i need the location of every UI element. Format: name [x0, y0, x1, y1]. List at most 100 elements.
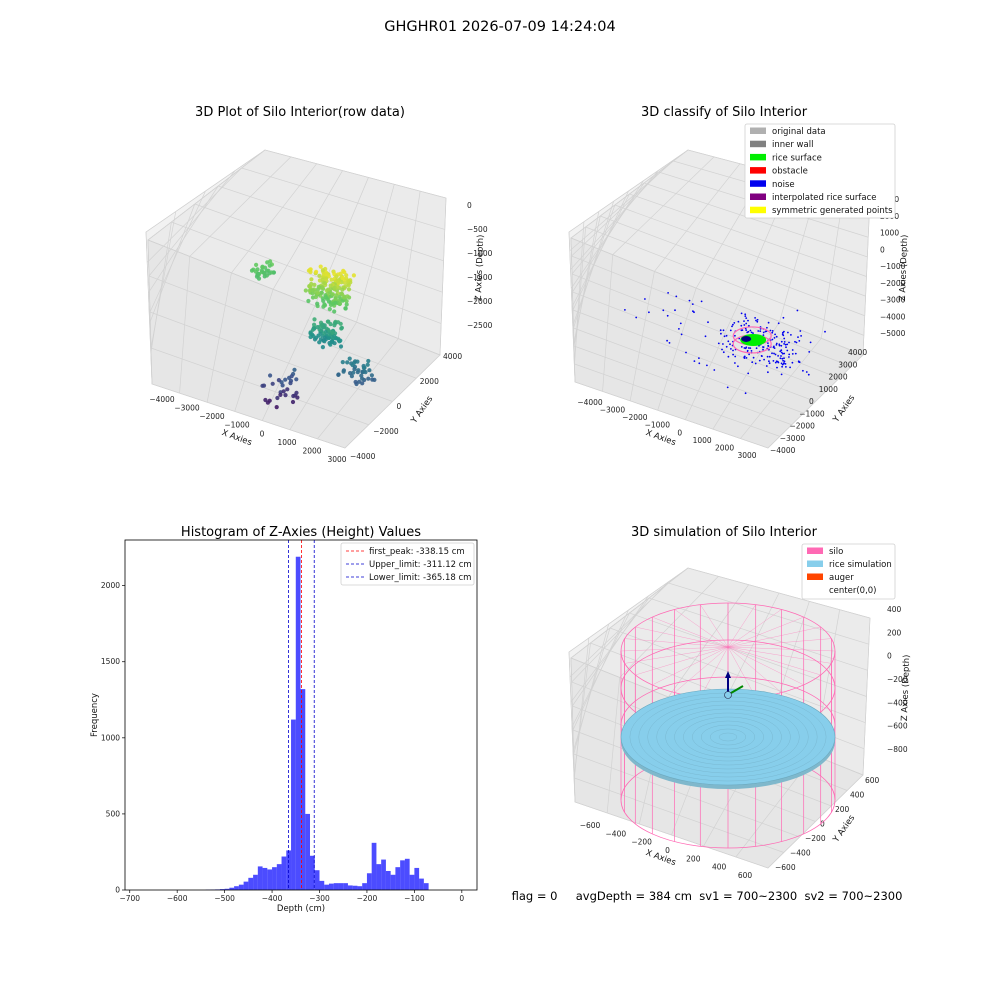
gridline — [570, 597, 868, 703]
noise-point — [787, 331, 789, 334]
noise-point — [680, 333, 683, 336]
panel-title: Histogram of Z-Axies (Height) Values — [181, 525, 421, 540]
data-point — [317, 340, 322, 345]
z-axis-label: Z Axies (Depth) — [898, 234, 910, 301]
x-tick-label: −2000 — [199, 412, 225, 421]
data-point — [285, 387, 290, 392]
legend: original data inner wall rice surface obsta… — [744, 123, 896, 219]
silo-roof-wire — [727, 616, 804, 648]
data-point — [320, 277, 326, 282]
data-point — [263, 397, 268, 403]
data-point — [314, 335, 319, 340]
noise-point — [777, 355, 779, 357]
legend: silo rice simulation auger center(0,0) — [801, 543, 896, 600]
z-tick-label: −2000 — [880, 279, 906, 288]
noise-point — [779, 350, 782, 353]
data-point — [270, 381, 275, 386]
histogram-bar — [357, 886, 363, 890]
noise-point — [725, 334, 728, 337]
gridline — [148, 185, 444, 293]
noise-point — [758, 359, 761, 362]
y-tick-label: 2000 — [101, 581, 120, 590]
noise-point — [666, 339, 668, 342]
data-point — [340, 275, 345, 281]
noise-point — [767, 321, 770, 324]
histogram-bar — [390, 874, 396, 890]
histogram-bar — [314, 870, 320, 890]
noise-point — [727, 340, 730, 343]
noise-point — [774, 333, 776, 336]
noise-point — [802, 369, 804, 372]
data-point — [345, 294, 350, 299]
z-tick-label: −4000 — [880, 312, 906, 321]
noise-point — [700, 300, 703, 303]
data-point — [330, 339, 335, 344]
noise-point — [688, 299, 691, 302]
noise-point — [668, 342, 671, 344]
noise-point — [740, 312, 743, 315]
noise-point — [824, 330, 826, 333]
x-axis-label: Depth (cm) — [277, 904, 325, 914]
x-tick-label: −400 — [262, 894, 283, 903]
silo-roof-wire — [635, 646, 729, 676]
noise-point — [780, 355, 782, 357]
data-point — [366, 358, 371, 364]
x-tick-label: 0 — [260, 429, 265, 438]
x-tick-label: −200 — [631, 838, 652, 847]
data-point — [355, 370, 360, 375]
noise-point — [756, 318, 759, 321]
data-point — [337, 301, 343, 306]
gridline — [150, 221, 442, 354]
noise-point — [706, 364, 708, 367]
noise-point — [767, 371, 769, 374]
data-point — [337, 339, 342, 344]
noise-point — [780, 344, 783, 347]
data-point — [275, 395, 280, 401]
gridline — [571, 612, 867, 728]
histogram-bar — [224, 888, 230, 890]
data-point — [335, 278, 340, 283]
histogram-bar — [419, 878, 424, 890]
legend-label: silo — [829, 547, 843, 557]
noise-point — [781, 357, 784, 360]
data-point — [321, 298, 326, 303]
x-tick-label: −3000 — [174, 404, 200, 413]
noise-point — [784, 363, 787, 365]
legend-label: symmetric generated points — [772, 206, 893, 216]
silo-roof-wire — [727, 609, 782, 648]
x-tick-label: −3000 — [600, 406, 626, 415]
noise-point — [734, 362, 736, 364]
data-point — [289, 374, 294, 379]
y-tick-label: −600 — [775, 863, 796, 872]
noise-point — [777, 322, 780, 325]
data-point — [281, 389, 286, 394]
legend-label: Upper_limit: -311.12 cm — [369, 560, 472, 570]
histogram-bar — [366, 873, 372, 890]
noise-point — [796, 309, 799, 312]
z-tick-label: 0 — [880, 245, 885, 254]
data-point — [268, 259, 273, 264]
noise-point — [788, 356, 790, 358]
histogram-bar — [310, 855, 315, 890]
z-tick-label: −800 — [887, 745, 908, 754]
noise-point — [762, 348, 764, 351]
data-point — [346, 287, 352, 292]
data-point — [322, 335, 327, 340]
histogram-bar — [404, 858, 410, 890]
data-point — [276, 378, 281, 383]
data-point — [330, 292, 335, 297]
data-point — [349, 374, 354, 379]
data-point — [310, 327, 315, 332]
noise-point — [748, 324, 750, 327]
data-point — [352, 364, 358, 369]
legend-box — [340, 542, 475, 586]
histogram-bar — [395, 867, 401, 890]
noise-point — [698, 357, 700, 359]
noise-point — [635, 316, 638, 319]
data-point — [328, 342, 333, 347]
x-tick-label: 1000 — [693, 436, 712, 445]
data-point — [256, 276, 262, 281]
data-point — [327, 307, 332, 312]
data-point — [332, 309, 337, 314]
noise-point — [719, 329, 722, 332]
